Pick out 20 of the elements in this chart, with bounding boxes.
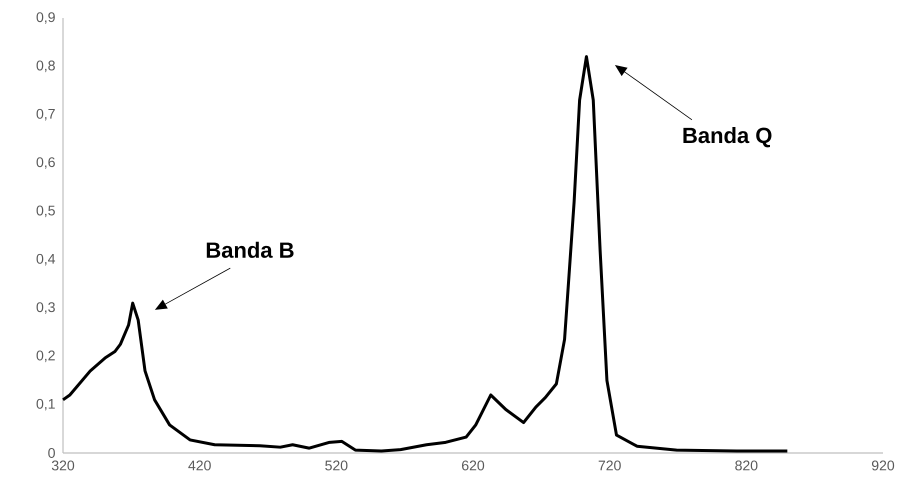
line-series [62, 55, 789, 453]
y-tick-label: 0,5 [36, 206, 55, 218]
annotation: Banda B [206, 242, 294, 258]
y-tick-label: 0,6 [36, 157, 55, 169]
x-tick-label: 720 [598, 460, 621, 470]
y-tick-label: 0,4 [36, 254, 56, 266]
x-tick-label: 320 [52, 460, 74, 470]
y-tick-label: 0,2 [36, 350, 55, 362]
y-tick-label: 0 [48, 448, 55, 458]
y-tick-label: 0,8 [36, 60, 55, 72]
x-tick-label: 620 [462, 460, 484, 470]
annotation: Banda Q [683, 127, 772, 148]
x-tick-label: 820 [735, 460, 758, 470]
y-tick-label: 0,1 [36, 398, 55, 410]
x-tick-label: 520 [325, 460, 348, 470]
x-tick-label: 920 [872, 460, 894, 470]
y-tick-label: 0,3 [36, 302, 55, 314]
y-tick-label: 0,7 [36, 108, 55, 120]
x-tick-label: 420 [188, 460, 211, 470]
y-tick-label: 0,9 [36, 12, 55, 24]
